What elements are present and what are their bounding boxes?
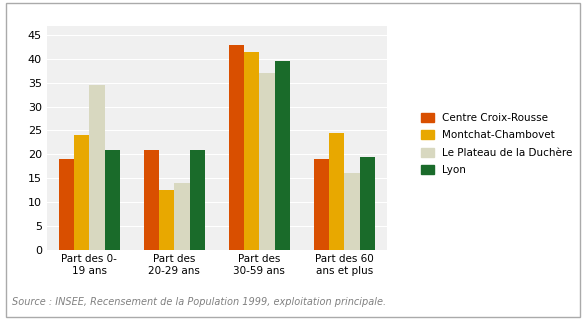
Bar <box>59 159 74 250</box>
Bar <box>190 149 205 250</box>
Bar <box>360 157 375 250</box>
Legend: Centre Croix-Rousse, Montchat-Chambovet, Le Plateau de la Duchère, Lyon: Centre Croix-Rousse, Montchat-Chambovet,… <box>416 108 578 180</box>
Bar <box>229 45 244 250</box>
Bar <box>314 159 329 250</box>
Bar <box>74 135 89 250</box>
Bar <box>144 149 159 250</box>
Bar <box>275 61 290 250</box>
Bar <box>175 183 190 250</box>
Bar <box>244 52 259 250</box>
Bar <box>105 149 120 250</box>
Bar <box>159 190 175 250</box>
Bar <box>259 73 275 250</box>
Text: Source : INSEE, Recensement de la Population 1999, exploitation principale.: Source : INSEE, Recensement de la Popula… <box>12 297 386 307</box>
Bar <box>345 173 360 250</box>
Bar <box>329 133 345 250</box>
Bar <box>89 85 105 250</box>
